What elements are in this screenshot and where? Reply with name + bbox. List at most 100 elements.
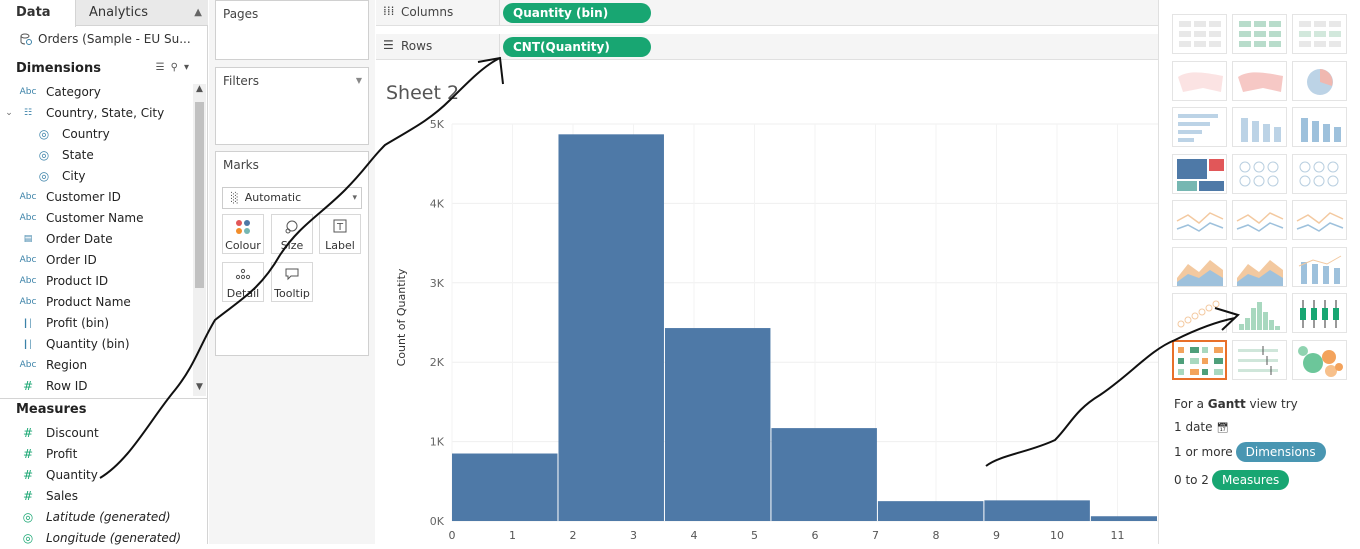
histogram-bar[interactable] [984, 500, 1090, 521]
histogram-bar[interactable] [664, 328, 771, 521]
treemap-thumb[interactable] [1172, 153, 1227, 194]
number-type-icon: # [22, 468, 34, 482]
symbol-map-thumb[interactable] [1172, 60, 1227, 101]
pages-card[interactable]: Pages [215, 0, 369, 60]
field-item[interactable]: # Discount [0, 423, 192, 444]
y-tick-label: 0K [430, 515, 445, 528]
field-item[interactable]: Abc Product ID [0, 271, 192, 292]
colour-label: Colour [225, 239, 261, 252]
field-item[interactable]: ┃│ Profit (bin) [0, 313, 192, 334]
field-item[interactable]: ⌄ ☷ Country, State, City [0, 103, 192, 124]
label-button[interactable]: T Label [319, 214, 361, 254]
histogram-bar[interactable] [771, 428, 877, 521]
scroll-thumb[interactable] [195, 102, 204, 288]
search-icon[interactable]: ⚲ [170, 62, 184, 73]
box-whisker-thumb[interactable] [1292, 293, 1347, 333]
side-by-side-circles-thumb[interactable] [1292, 153, 1347, 194]
chevron-down-icon[interactable]: ▾ [183, 62, 195, 73]
side-by-side-circles-icon [1299, 161, 1339, 186]
dual-lines-thumb[interactable] [1292, 200, 1347, 240]
field-label: Country [62, 127, 110, 141]
filled-map-thumb[interactable] [1232, 60, 1287, 101]
rows-pill[interactable]: CNT(Quantity) [503, 37, 651, 57]
field-item[interactable]: ◎ Latitude (generated) [0, 507, 192, 528]
line-continuous-thumb[interactable] [1172, 200, 1227, 240]
rows-shelf[interactable]: ☰ Rows CNT(Quantity) [376, 34, 1158, 60]
columns-pill[interactable]: Quantity (bin) [503, 3, 651, 23]
histogram-bar[interactable] [558, 134, 664, 521]
colour-button[interactable]: Colour [222, 214, 264, 254]
side-by-side-bars-thumb[interactable] [1292, 107, 1347, 147]
datasource-name: Orders (Sample - EU Su... [38, 32, 191, 46]
heat-map-thumb[interactable] [1232, 14, 1287, 54]
field-item[interactable]: # Sales [0, 486, 192, 507]
histogram-bar[interactable] [452, 453, 558, 521]
field-item[interactable]: ◎ Longitude (generated) [0, 528, 192, 549]
field-item[interactable]: ◎ Country [0, 124, 192, 145]
histogram-bar[interactable] [877, 501, 984, 521]
columns-label: Columns [401, 5, 454, 19]
stacked-bars-thumb[interactable] [1232, 107, 1287, 147]
field-item[interactable]: Abc Region [0, 355, 192, 376]
filters-menu-icon[interactable]: ▼ [355, 76, 362, 85]
scatter-plot-thumb[interactable] [1172, 293, 1227, 333]
field-item[interactable]: Abc Customer Name [0, 208, 192, 229]
histogram-thumb[interactable] [1232, 293, 1287, 333]
field-item[interactable]: # Profit [0, 444, 192, 465]
circle-views-thumb[interactable] [1232, 153, 1287, 194]
req-measures: 0 to 2 Measures [1174, 470, 1290, 490]
field-label: Latitude (generated) [46, 510, 171, 524]
scroll-up-icon[interactable]: ▲ [196, 84, 203, 94]
tab-analytics[interactable]: Analytics ▲︎ [76, 0, 208, 26]
gantt-chart-thumb[interactable] [1172, 339, 1227, 380]
field-item[interactable]: Abc Order ID [0, 250, 192, 271]
field-item[interactable]: ◎ City [0, 166, 192, 187]
tab-menu-icon[interactable]: ▲︎ [194, 7, 202, 18]
marks-title: Marks [223, 158, 259, 172]
field-item[interactable]: # Row ID [0, 376, 192, 397]
field-label: Profit (bin) [46, 316, 110, 330]
histogram-icon [1239, 302, 1280, 330]
field-label: Product ID [46, 274, 109, 288]
mark-type-select[interactable]: ░ Automatic ▾ [222, 187, 362, 209]
detail-button[interactable]: Detail [222, 262, 264, 302]
view-list-icon[interactable]: ☰ [155, 62, 171, 73]
field-item[interactable]: ▤ Order Date [0, 229, 192, 250]
detail-icon [223, 267, 263, 287]
field-item[interactable]: ◎ State [0, 145, 192, 166]
number-type-icon: # [22, 447, 34, 461]
line-discrete-thumb[interactable] [1232, 200, 1287, 240]
columns-shelf[interactable]: ⁞⁞⁞ Columns Quantity (bin) [376, 0, 1158, 26]
field-item[interactable]: Abc Customer ID [0, 187, 192, 208]
area-continuous-thumb[interactable] [1172, 246, 1227, 287]
expand-chevron-icon[interactable]: ⌄ [5, 108, 13, 118]
size-button[interactable]: Size [271, 214, 313, 254]
field-item[interactable]: Abc Product Name [0, 292, 192, 313]
field-item[interactable]: ┃│ Quantity (bin) [0, 334, 192, 355]
highlight-table-thumb[interactable] [1292, 14, 1347, 54]
field-item[interactable]: # Quantity [0, 465, 192, 486]
bin-icon: ┃│ [23, 319, 33, 328]
sheet-title[interactable]: Sheet 2 [386, 82, 460, 104]
filters-card[interactable]: Filters ▼ [215, 67, 369, 145]
field-label: Order ID [46, 253, 97, 267]
field-label: Country, State, City [46, 106, 165, 120]
dimensions-scrollbar[interactable]: ▲ ▼ [193, 84, 206, 396]
text-table-thumb[interactable] [1172, 14, 1227, 54]
req-dimensions-label: 1 or more [1174, 445, 1233, 459]
field-item[interactable]: Abc Category [0, 82, 192, 103]
horizontal-bars-thumb[interactable] [1172, 107, 1227, 147]
scroll-down-icon[interactable]: ▼ [196, 382, 203, 392]
tooltip-button[interactable]: Tooltip [271, 262, 313, 302]
pie-chart-thumb[interactable] [1292, 60, 1347, 101]
histogram-chart: 0K 1K 2K 3K 4K 5K 0 1 2 3 4 5 6 7 8 9 10 11 Count of Quant… [395, 118, 1158, 542]
calendar-icon: 📅︎ [1216, 423, 1230, 434]
datasource-item[interactable]: Orders (Sample - EU Su... [20, 32, 191, 46]
histogram-bar[interactable] [1090, 516, 1157, 521]
field-label: Sales [46, 489, 78, 503]
bullet-graph-thumb[interactable] [1232, 339, 1287, 380]
area-discrete-thumb[interactable] [1232, 246, 1287, 287]
dual-combination-thumb[interactable] [1292, 246, 1347, 287]
packed-bubbles-thumb[interactable] [1292, 339, 1347, 380]
tab-data[interactable]: Data [0, 0, 76, 27]
